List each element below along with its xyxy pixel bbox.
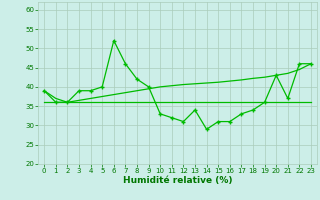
X-axis label: Humidité relative (%): Humidité relative (%)	[123, 176, 232, 185]
